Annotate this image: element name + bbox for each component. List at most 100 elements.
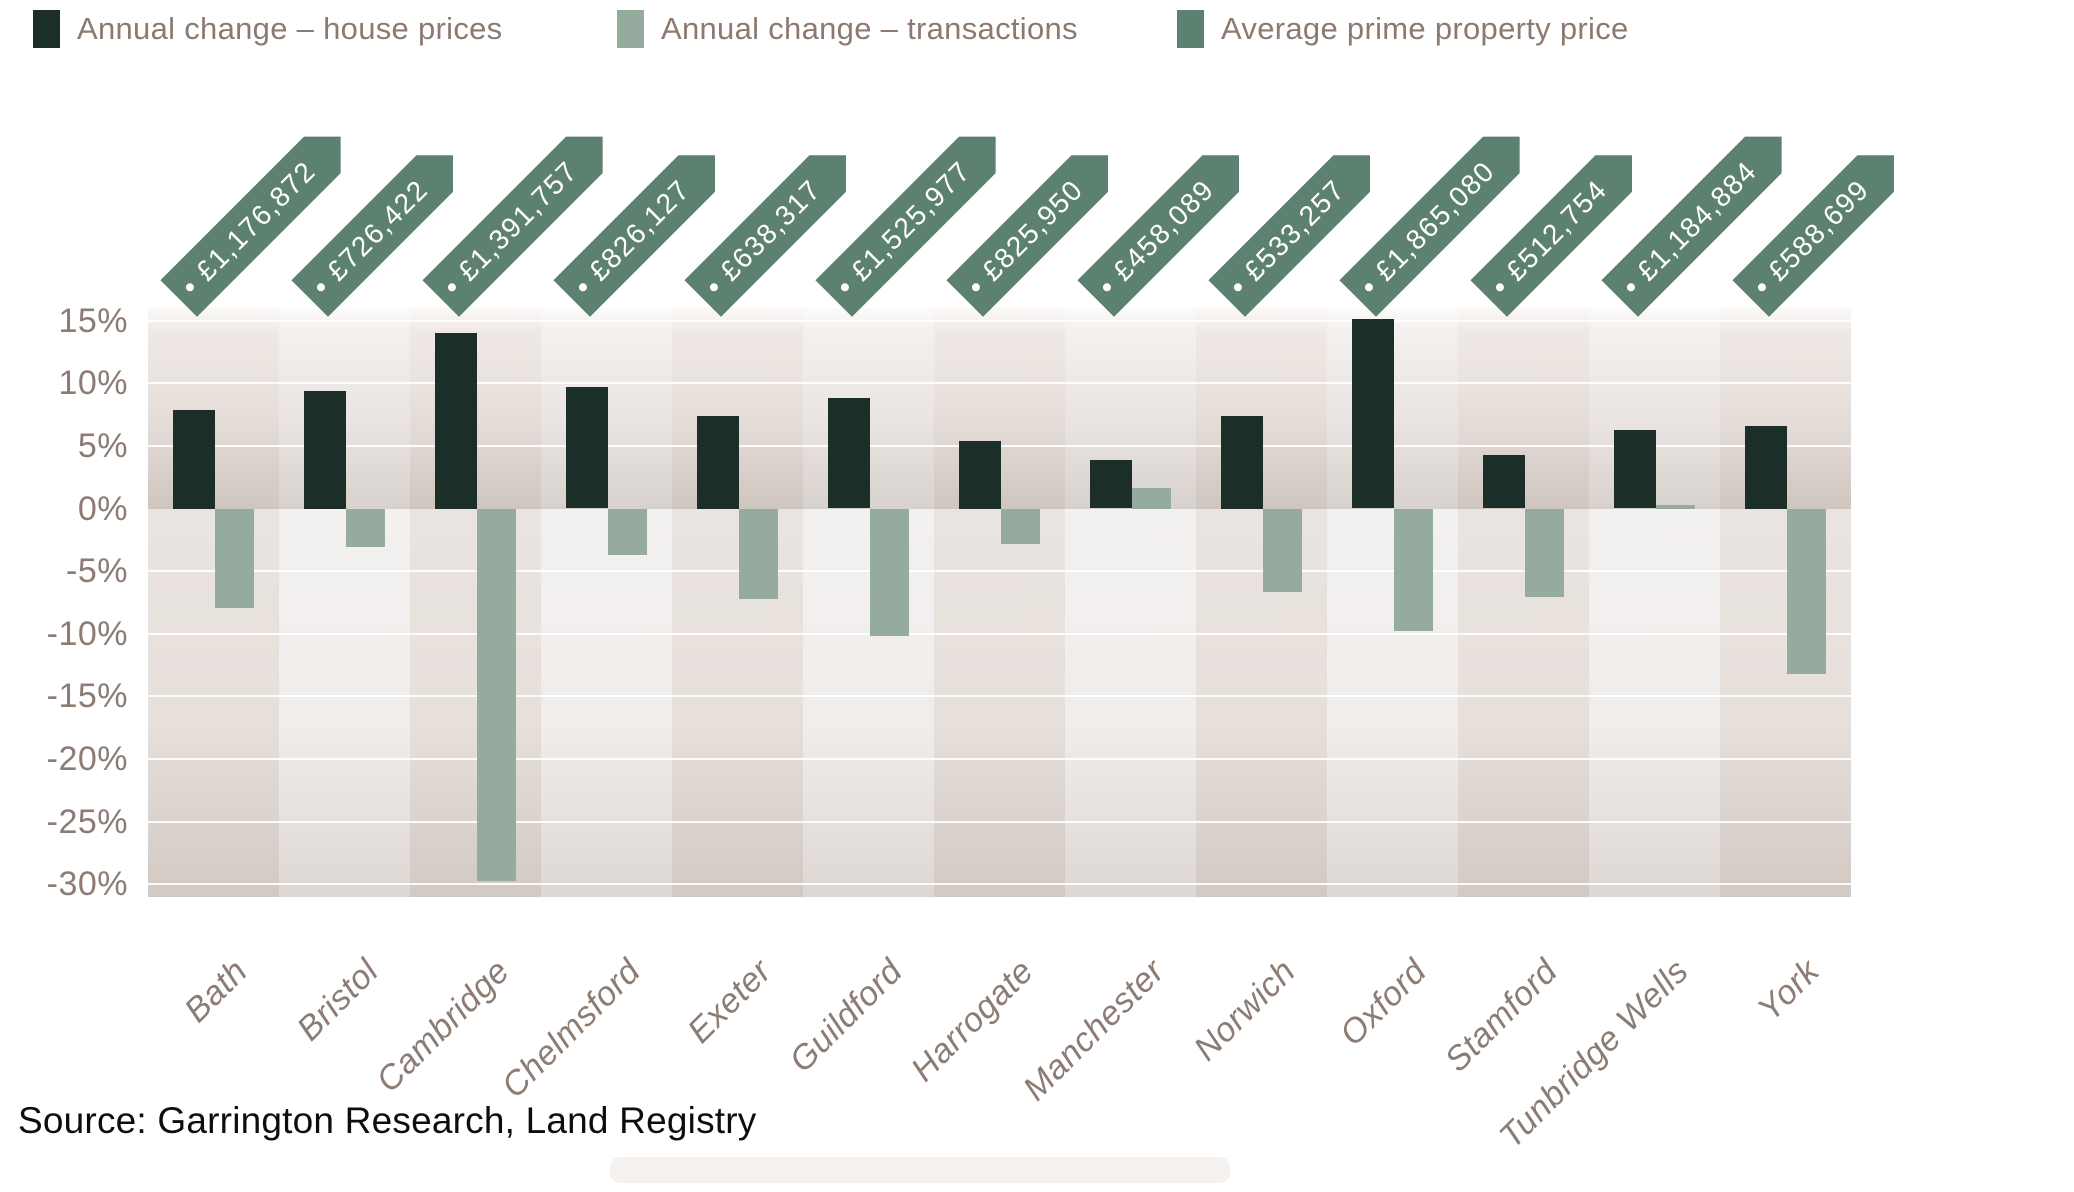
gridline xyxy=(148,319,1851,322)
price-tag-value: £825,950 xyxy=(975,173,1089,287)
column-background-lower xyxy=(672,508,803,897)
y-tick-label: -5% xyxy=(66,552,128,591)
house-price-bar-oxford xyxy=(1351,319,1394,509)
house-price-bar-bristol xyxy=(303,390,346,509)
x-label-tunbridge-wells: Tunbridge Wells xyxy=(1491,952,1696,1156)
transactions-bar-bath xyxy=(214,508,254,608)
house-price-bar-harrogate xyxy=(958,440,1001,509)
transactions-bar-chelmsford xyxy=(607,508,647,555)
column-background-lower xyxy=(1589,508,1720,897)
x-label-norwich: Norwich xyxy=(1186,952,1303,1069)
tag-hole-icon xyxy=(1363,282,1374,293)
y-tick-label: -20% xyxy=(46,740,128,779)
tag-hole-icon xyxy=(1756,282,1767,293)
transactions-bar-cambridge xyxy=(476,508,516,881)
x-label-harrogate: Harrogate xyxy=(903,952,1041,1089)
tag-hole-icon xyxy=(577,282,588,293)
source-note: Source: Garrington Research, Land Regist… xyxy=(18,1100,757,1141)
price-tag-value: £1,176,872 xyxy=(189,154,322,287)
y-tick-label: 5% xyxy=(77,426,128,465)
x-label-oxford: Oxford xyxy=(1332,952,1434,1054)
tag-hole-icon xyxy=(1625,282,1636,293)
y-tick-label: -10% xyxy=(46,614,128,653)
x-label-guildford: Guildford xyxy=(781,952,910,1080)
legend-label: Average prime property price xyxy=(1221,11,1629,46)
tag-hole-icon xyxy=(446,282,457,293)
column-background-lower xyxy=(148,508,279,897)
legend-label: Annual change – house prices xyxy=(77,11,503,46)
legend-swatch-average-price-icon xyxy=(1177,10,1204,48)
house-price-bar-norwich xyxy=(1220,415,1263,509)
transactions-bar-guildford xyxy=(869,508,909,637)
tag-hole-icon xyxy=(1101,282,1112,293)
price-tag-value: £512,754 xyxy=(1499,173,1613,287)
transactions-bar-tunbridge-wells xyxy=(1655,504,1695,509)
column-background-lower xyxy=(803,508,934,897)
price-tag-value: £1,865,080 xyxy=(1368,154,1501,287)
house-price-bar-guildford xyxy=(827,398,870,509)
transactions-bar-york xyxy=(1786,508,1826,674)
house-price-bar-exeter xyxy=(696,415,739,509)
plot-column xyxy=(1589,308,1720,897)
x-label-stamford: Stamford xyxy=(1437,952,1565,1080)
plot-column xyxy=(148,308,279,897)
legend-swatch-transactions-icon xyxy=(617,10,644,48)
x-label-cambridge: Cambridge xyxy=(368,952,517,1100)
house-price-bar-manchester xyxy=(1089,459,1132,509)
tag-hole-icon xyxy=(839,282,850,293)
tag-hole-icon xyxy=(184,282,195,293)
column-background-lower xyxy=(1458,508,1589,897)
column-background-lower xyxy=(1065,508,1196,897)
y-tick-label: 0% xyxy=(77,489,128,528)
gridline xyxy=(148,758,1851,761)
legend-item-transactions: Annual change – transactions xyxy=(617,10,1078,48)
gridline xyxy=(148,820,1851,823)
gridline xyxy=(148,695,1851,698)
price-tag-value: £458,089 xyxy=(1106,173,1220,287)
x-label-chelmsford: Chelmsford xyxy=(494,952,648,1106)
gridline xyxy=(148,382,1851,385)
column-background-lower xyxy=(1327,508,1458,897)
house-price-bar-cambridge xyxy=(434,333,477,509)
column-background-lower xyxy=(1720,508,1851,897)
house-price-bar-tunbridge-wells xyxy=(1613,429,1656,509)
price-tag-value: £1,184,884 xyxy=(1630,154,1763,287)
y-tick-label: -25% xyxy=(46,802,128,841)
x-label-bristol: Bristol xyxy=(289,952,386,1049)
legend-item-house-prices: Annual change – house prices xyxy=(33,10,502,48)
plot-area xyxy=(148,308,1851,897)
legend-label: Annual change – transactions xyxy=(661,11,1078,46)
plot-column xyxy=(803,308,934,897)
plot-column xyxy=(1720,308,1851,897)
legend-item-average-price: Average prime property price xyxy=(1177,10,1629,48)
y-tick-label: 10% xyxy=(58,364,128,403)
column-background-lower xyxy=(410,508,541,897)
plot-column xyxy=(1065,308,1196,897)
tag-hole-icon xyxy=(970,282,981,293)
tag-hole-icon xyxy=(1494,282,1505,293)
transactions-bar-manchester xyxy=(1131,488,1171,509)
y-tick-label: 15% xyxy=(58,301,128,340)
house-price-bar-chelmsford xyxy=(565,386,608,509)
gridline xyxy=(148,883,1851,886)
plot-column xyxy=(1196,308,1327,897)
y-tick-label: -30% xyxy=(46,865,128,904)
y-tick-label: -15% xyxy=(46,677,128,716)
transactions-bar-oxford xyxy=(1393,508,1433,632)
tag-hole-icon xyxy=(708,282,719,293)
price-tag-value: £638,317 xyxy=(713,173,827,287)
price-tag-value: £588,699 xyxy=(1761,173,1875,287)
column-background-lower xyxy=(1196,508,1327,897)
legend-swatch-house-prices-icon xyxy=(33,10,60,48)
transactions-bar-harrogate xyxy=(1000,508,1040,544)
chart-canvas: Annual change – house prices Annual chan… xyxy=(18,10,2074,1183)
price-tag-value: £726,422 xyxy=(320,173,434,287)
house-price-bar-bath xyxy=(172,409,215,509)
house-price-bar-york xyxy=(1744,425,1787,509)
price-tag-value: £826,127 xyxy=(582,173,696,287)
house-price-bar-stamford xyxy=(1482,454,1525,509)
x-label-york: York xyxy=(1749,952,1827,1029)
price-tag-value: £533,257 xyxy=(1237,173,1351,287)
tag-hole-icon xyxy=(1232,282,1243,293)
price-tag-value: £1,391,757 xyxy=(451,154,584,287)
